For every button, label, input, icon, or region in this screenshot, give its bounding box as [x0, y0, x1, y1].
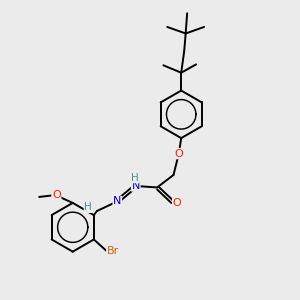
Text: O: O — [52, 190, 61, 200]
Text: O: O — [175, 148, 183, 159]
Text: H: H — [84, 202, 92, 212]
Text: N: N — [113, 196, 122, 206]
Text: O: O — [173, 198, 182, 208]
Text: H: H — [131, 172, 139, 183]
Text: N: N — [131, 181, 140, 191]
Text: Br: Br — [107, 246, 119, 256]
